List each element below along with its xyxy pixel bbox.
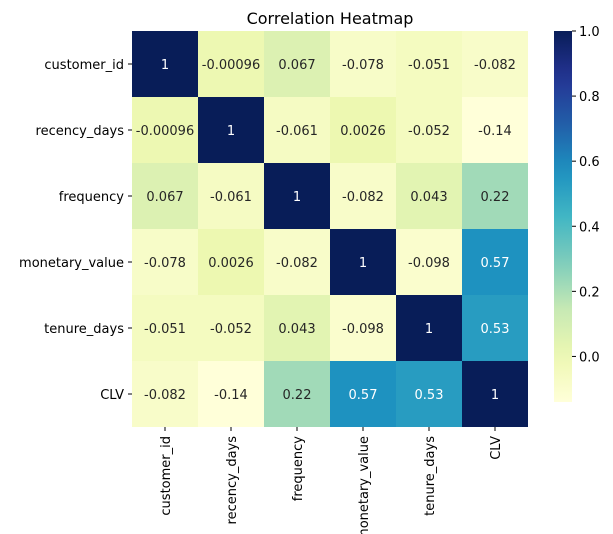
cell-value-label: 1: [293, 190, 301, 205]
cell-value-label: -0.14: [214, 388, 248, 403]
column-label: frequency: [291, 436, 306, 502]
cell-value-label: 0.0026: [340, 124, 386, 139]
cell-value-label: 0.043: [278, 322, 315, 337]
heatmap-cell: [462, 163, 528, 229]
colorbar-tick-label: 0.8: [579, 90, 600, 105]
cell-value-label: -0.082: [144, 388, 186, 403]
column-label: tenure_days: [423, 436, 438, 516]
cell-value-label: -0.082: [276, 256, 318, 271]
heatmap-cell: [396, 295, 462, 361]
heatmap-cell: [462, 31, 528, 97]
cell-value-label: -0.051: [408, 58, 450, 73]
heatmap-cell: [198, 361, 264, 427]
column-label: recency_days: [225, 436, 240, 525]
cell-value-label: 0.57: [349, 388, 378, 403]
row-label: CLV: [100, 388, 124, 403]
heatmap-cell: [132, 361, 198, 427]
colorbar-tick-label: 1.0: [579, 25, 600, 40]
column-labels: customer_id recency_days frequency monetary…: [159, 427, 504, 534]
cell-value-label: -0.082: [474, 58, 516, 73]
colorbar-tick-label: 0.0: [579, 350, 600, 365]
heatmap-cell: [132, 31, 198, 97]
colorbar-tick-label: 0.2: [579, 285, 600, 300]
row-label: tenure_days: [44, 322, 124, 337]
heatmap-cell: [264, 361, 330, 427]
heatmap-cell: [330, 163, 396, 229]
heatmap-cell: [264, 163, 330, 229]
cell-value-label: -0.00096: [136, 124, 194, 139]
heatmap-cell: [330, 295, 396, 361]
cell-value-label: 0.57: [481, 256, 510, 271]
cell-value-label: 0.53: [481, 322, 510, 337]
cell-value-label: 0.53: [415, 388, 444, 403]
heatmap-cell: [264, 229, 330, 295]
cell-value-label: -0.051: [144, 322, 186, 337]
heatmap-cell: [330, 97, 396, 163]
heatmap-cell: [396, 31, 462, 97]
cell-value-label: -0.052: [408, 124, 450, 139]
column-label: customer_id: [159, 436, 174, 516]
cell-value-label: -0.082: [342, 190, 384, 205]
heatmap-cell: [330, 229, 396, 295]
cell-value-label: 1: [161, 58, 169, 73]
cell-value-label: 0.043: [410, 190, 447, 205]
heatmap-cell: [396, 229, 462, 295]
heatmap-cell: [396, 163, 462, 229]
heatmap-cell: [198, 229, 264, 295]
cell-value-label: -0.098: [408, 256, 450, 271]
cell-value-label: -0.00096: [202, 58, 260, 73]
cell-value-label: 1: [491, 388, 499, 403]
cell-value-label: -0.078: [144, 256, 186, 271]
column-label: CLV: [489, 436, 504, 460]
heatmap-cells: 1 -0.00096 0.067 -0.078 -0.051 -0.082 -0.00096…: [132, 31, 528, 427]
heatmap-cell: [132, 97, 198, 163]
colorbar-tick-label: 0.4: [579, 220, 600, 235]
cell-value-label: 0.0026: [208, 256, 254, 271]
heatmap-cell: [264, 31, 330, 97]
heatmap-cell: [264, 97, 330, 163]
cell-value-label: -0.14: [478, 124, 512, 139]
cell-value-label: -0.061: [276, 124, 318, 139]
cell-value-label: -0.078: [342, 58, 384, 73]
row-label: recency_days: [36, 124, 125, 139]
heatmap-cell: [132, 163, 198, 229]
cell-value-label: -0.052: [210, 322, 252, 337]
heatmap-cell: [132, 229, 198, 295]
heatmap-cell: [330, 361, 396, 427]
heatmap-cell: [198, 97, 264, 163]
heatmap-cell: [462, 295, 528, 361]
cell-value-label: 1: [425, 322, 433, 337]
heatmap-cell: [396, 361, 462, 427]
heatmap-cell: [198, 31, 264, 97]
heatmap-cell: [198, 163, 264, 229]
heatmap-cell: [396, 97, 462, 163]
cell-value-label: -0.061: [210, 190, 252, 205]
cell-value-label: -0.098: [342, 322, 384, 337]
cell-value-label: 0.22: [283, 388, 312, 403]
cell-value-label: 0.067: [146, 190, 183, 205]
cell-value-label: 1: [359, 256, 367, 271]
heatmap-cell: [330, 31, 396, 97]
heatmap-cell: [462, 361, 528, 427]
row-label: monetary_value: [19, 256, 124, 271]
heatmap-cell: [462, 229, 528, 295]
column-label: monetary_value: [357, 436, 372, 534]
colorbar: 0.0 0.2 0.4 0.6 0.8 1.0: [554, 25, 600, 402]
row-label: customer_id: [44, 58, 124, 73]
heatmap-cell: [132, 295, 198, 361]
heatmap-cell: [264, 295, 330, 361]
colorbar-tick-label: 0.6: [579, 155, 600, 170]
cell-value-label: 1: [227, 124, 235, 139]
heatmap-cell: [462, 97, 528, 163]
cell-value-label: 0.067: [278, 58, 315, 73]
row-labels: customer_id recency_days frequency monetary…: [19, 58, 132, 403]
cell-value-label: 0.22: [481, 190, 510, 205]
row-label: frequency: [59, 190, 125, 205]
heatmap-cell: [198, 295, 264, 361]
chart-title: Correlation Heatmap: [247, 9, 414, 28]
colorbar-gradient: [554, 31, 572, 402]
